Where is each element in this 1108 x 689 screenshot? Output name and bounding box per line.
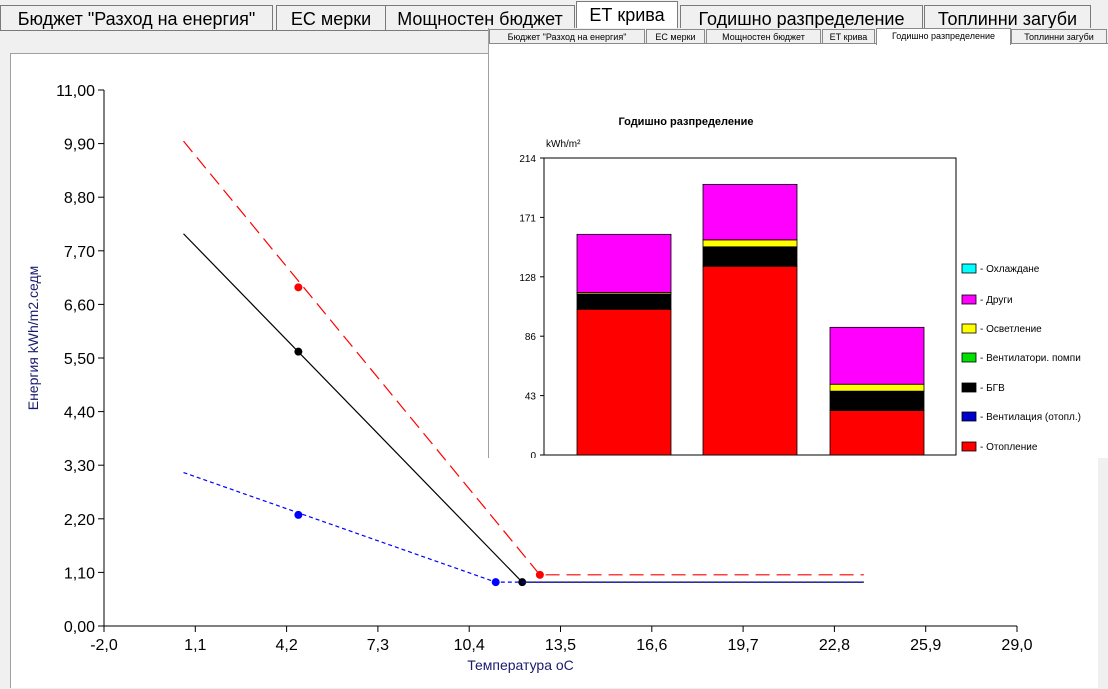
y-tick-label: 1,10	[64, 565, 95, 582]
inset-bar-segment	[576, 293, 672, 310]
inset-tab-bar: Бюджет "Разход на енергия" ЕС мерки Мощнос…	[489, 28, 1108, 45]
inset-legend-swatch	[961, 382, 977, 393]
y-axis-label: Енергия kWh/m2.седм	[25, 266, 41, 411]
inset-tab-5[interactable]: Топлинни загуби	[1011, 29, 1107, 44]
x-tick-label: 7,3	[367, 637, 389, 654]
tab-4[interactable]: Годишно разпределение	[680, 5, 923, 31]
series-blue-dotted-marker	[294, 510, 303, 519]
inset-legend-swatch	[961, 411, 977, 422]
x-axis-label: Температура оС	[467, 657, 574, 673]
y-tick-label: 11,00	[56, 83, 95, 100]
inset-legend-swatch	[961, 352, 977, 363]
inset-legend-label: - Други	[980, 295, 1013, 306]
inset-tab-divider	[489, 43, 1108, 44]
inset-y-tick-label: 128	[519, 273, 536, 284]
tab-5[interactable]: Топлинни загуби	[924, 5, 1091, 31]
y-tick-label: 7,70	[64, 244, 95, 261]
inset-legend-label: - Вентилация (отопл.)	[980, 412, 1081, 423]
x-tick-label: 25,9	[910, 637, 941, 654]
inset-bar-segment	[702, 239, 798, 248]
inset-legend-swatch	[961, 441, 977, 452]
x-tick-label: 22,8	[819, 637, 850, 654]
inset-y-tick-label: 214	[519, 154, 536, 165]
series-red-dashed	[183, 140, 864, 576]
inset-tab-2[interactable]: Мощностен бюджет	[706, 29, 821, 44]
inset-bar-segment	[829, 390, 925, 411]
inset-tab-1[interactable]: ЕС мерки	[646, 29, 705, 44]
y-tick-label: 5,50	[64, 351, 95, 368]
x-tick-label: 10,4	[454, 637, 485, 654]
inset-legend-label: - Вентилатори. помпи	[980, 353, 1081, 364]
series-red-dashed-marker	[294, 283, 303, 292]
series-blue-dotted-marker	[491, 578, 500, 587]
inset-legend-swatch	[961, 294, 977, 305]
main-tab-bar: Бюджет "Разход на енергия" ЕС мерки Мощнос…	[0, 0, 1108, 34]
inset-chart-title: Годишно разпределение	[618, 116, 753, 128]
y-tick-label: 4,40	[64, 405, 95, 422]
inset-bar-segment	[829, 326, 925, 385]
y-tick-label: 0,00	[64, 619, 95, 636]
inset-y-tick-label: 171	[519, 213, 536, 224]
inset-tab-3[interactable]: ЕТ крива	[822, 29, 875, 44]
y-tick-label: 2,20	[64, 512, 95, 529]
tab-2[interactable]: Мощностен бюджет	[385, 5, 575, 31]
series-blue-dotted	[183, 471, 864, 583]
inset-legend-label: - Осветление	[980, 324, 1042, 335]
series-black-solid-marker	[294, 347, 303, 356]
inset-legend-label: - БГВ	[980, 383, 1005, 394]
inset-bar-segment	[576, 308, 672, 456]
y-tick-label: 8,80	[64, 190, 95, 207]
inset-legend-swatch	[961, 323, 977, 334]
inset-y-axis-unit: kWh/m²	[546, 139, 581, 150]
inset-legend-label: - Охлаждане	[980, 264, 1040, 275]
inset-chart-area: Годишно разпределение kWh/m² 0 43 86 128 171 21…	[489, 62, 1108, 458]
inset-tab-0[interactable]: Бюджет "Разход на енергия"	[489, 29, 645, 44]
x-tick-label: 1,1	[184, 637, 206, 654]
et-curve-chart: 0,001,102,203,304,405,506,607,708,809,90…	[25, 83, 1033, 673]
tab-0[interactable]: Бюджет "Разход на енергия"	[0, 5, 273, 31]
x-tick-label: -2,0	[90, 637, 118, 654]
x-tick-label: 4,2	[275, 637, 297, 654]
y-tick-label: 9,90	[64, 137, 95, 154]
inset-y-tick-label: 0	[530, 451, 536, 458]
inset-bar-segment	[702, 183, 798, 241]
inset-bar-segment	[702, 265, 798, 456]
inset-legend-label: - Отопление	[980, 442, 1038, 453]
inset-bar-segment	[702, 246, 798, 267]
annual-distribution-chart: Годишно разпределение kWh/m² 0 43 86 128 171 21…	[519, 116, 1081, 458]
annual-distribution-window: Бюджет "Разход на енергия" ЕС мерки Мощнос…	[488, 28, 1108, 458]
inset-bar-segment	[829, 410, 925, 456]
series-red-dashed-marker	[535, 570, 544, 579]
x-tick-label: 19,7	[728, 637, 759, 654]
inset-y-tick-label: 43	[525, 392, 537, 403]
x-tick-label: 29,0	[1001, 637, 1032, 654]
inset-y-tick-label: 86	[525, 332, 537, 343]
tab-1[interactable]: ЕС мерки	[276, 5, 386, 31]
x-tick-label: 13,5	[545, 637, 576, 654]
y-tick-label: 6,60	[64, 297, 95, 314]
x-tick-label: 16,6	[636, 637, 667, 654]
inset-bar-segment	[829, 383, 925, 392]
y-tick-label: 3,30	[64, 458, 95, 475]
inset-legend-swatch	[961, 263, 977, 274]
inset-bar-segment	[576, 233, 672, 294]
inset-tab-4[interactable]: Годишно разпределение	[876, 28, 1011, 45]
